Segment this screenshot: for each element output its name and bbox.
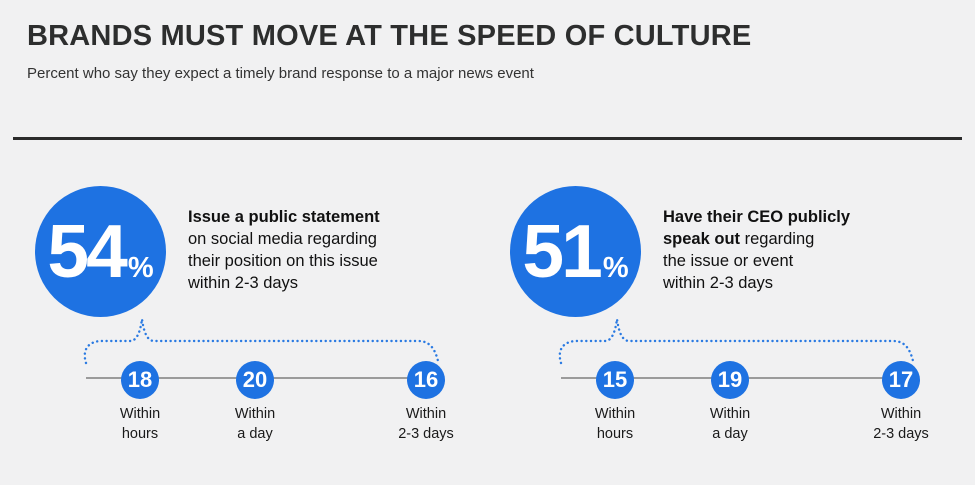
timeline-value: 18 bbox=[127, 367, 153, 392]
timeline-label-line: Within bbox=[709, 406, 751, 422]
desc-bold-text: speak out bbox=[663, 230, 741, 248]
desc-line: the issue or event bbox=[663, 250, 943, 272]
desc-line: within 2-3 days bbox=[663, 272, 943, 294]
timeline-value: 16 bbox=[413, 367, 439, 392]
timeline-label: Within a day bbox=[185, 404, 325, 444]
desc-line: Have their CEO publicly bbox=[663, 206, 943, 228]
header-divider bbox=[13, 137, 962, 140]
timeline-label-line: hours bbox=[596, 426, 634, 442]
timeline-label: Within hours bbox=[70, 404, 210, 444]
timeline-point: 15 bbox=[596, 361, 634, 399]
stat-value: 54 bbox=[47, 209, 127, 293]
stat-value: 51 bbox=[522, 209, 602, 293]
timeline-label-line: a day bbox=[237, 426, 273, 442]
timeline-label-line: Within bbox=[119, 406, 161, 422]
desc-line: within 2-3 days bbox=[188, 272, 468, 294]
desc-regular-text: their position on this issue bbox=[188, 252, 378, 270]
stat-circle: 54% bbox=[35, 186, 166, 317]
timeline-value: 19 bbox=[717, 367, 743, 392]
timeline-label-line: Within bbox=[405, 406, 447, 422]
desc-regular-text: within 2-3 days bbox=[663, 274, 774, 292]
percent-sign: % bbox=[127, 252, 154, 284]
stat-value-group: 51% bbox=[522, 214, 628, 289]
desc-bold-text: Have their CEO publicly bbox=[663, 208, 851, 226]
page-subtitle: Percent who say they expect a timely bra… bbox=[27, 65, 534, 82]
stat-panel-social-statement: 54% Issue a public statement on social m… bbox=[35, 186, 496, 444]
desc-regular-text: within 2-3 days bbox=[188, 274, 299, 292]
stat-panel-ceo-speak-out: 51% Have their CEO publicly speak out re… bbox=[475, 0, 975, 485]
timeline-label: Within hours bbox=[545, 404, 685, 444]
desc-bold-text: Issue a public statement bbox=[188, 208, 380, 226]
desc-regular-text: on social media regarding bbox=[188, 230, 377, 248]
dotted-brace-icon bbox=[558, 318, 915, 365]
percent-sign: % bbox=[602, 252, 629, 284]
timeline-label-line: Within bbox=[234, 406, 276, 422]
stat-description: Issue a public statement on social media… bbox=[188, 206, 468, 294]
desc-line: on social media regarding bbox=[188, 228, 468, 250]
timeline-value: 17 bbox=[888, 367, 914, 392]
timeline-label-line: a day bbox=[712, 426, 748, 442]
timeline-label-line: 2-3 days bbox=[398, 426, 454, 442]
timeline-label-line: Within bbox=[880, 406, 922, 422]
page-title: BRANDS MUST MOVE AT THE SPEED OF CULTURE bbox=[27, 20, 752, 52]
stat-circle: 51% bbox=[510, 186, 641, 317]
timeline-label-line: 2-3 days bbox=[873, 426, 929, 442]
stat-description: Have their CEO publicly speak out regard… bbox=[663, 206, 943, 294]
desc-line: speak out regarding bbox=[663, 228, 943, 250]
timeline-value: 20 bbox=[242, 367, 268, 392]
desc-line: their position on this issue bbox=[188, 250, 468, 272]
timeline-point: 19 bbox=[711, 361, 749, 399]
timeline-label: Within a day bbox=[660, 404, 800, 444]
timeline-value: 15 bbox=[602, 367, 628, 392]
dotted-brace-icon bbox=[83, 318, 440, 365]
desc-line: Issue a public statement bbox=[188, 206, 468, 228]
timeline-label-line: hours bbox=[121, 426, 159, 442]
desc-regular-text: the issue or event bbox=[663, 252, 794, 270]
desc-regular-text: regarding bbox=[740, 230, 815, 248]
timeline-point: 17 bbox=[882, 361, 920, 399]
timeline-label: Within 2-3 days bbox=[356, 404, 496, 444]
timeline-point: 20 bbox=[236, 361, 274, 399]
timeline-label-line: Within bbox=[594, 406, 636, 422]
stat-value-group: 54% bbox=[47, 214, 153, 289]
timeline-point: 18 bbox=[121, 361, 159, 399]
timeline-point: 16 bbox=[407, 361, 445, 399]
timeline-label: Within 2-3 days bbox=[831, 404, 971, 444]
